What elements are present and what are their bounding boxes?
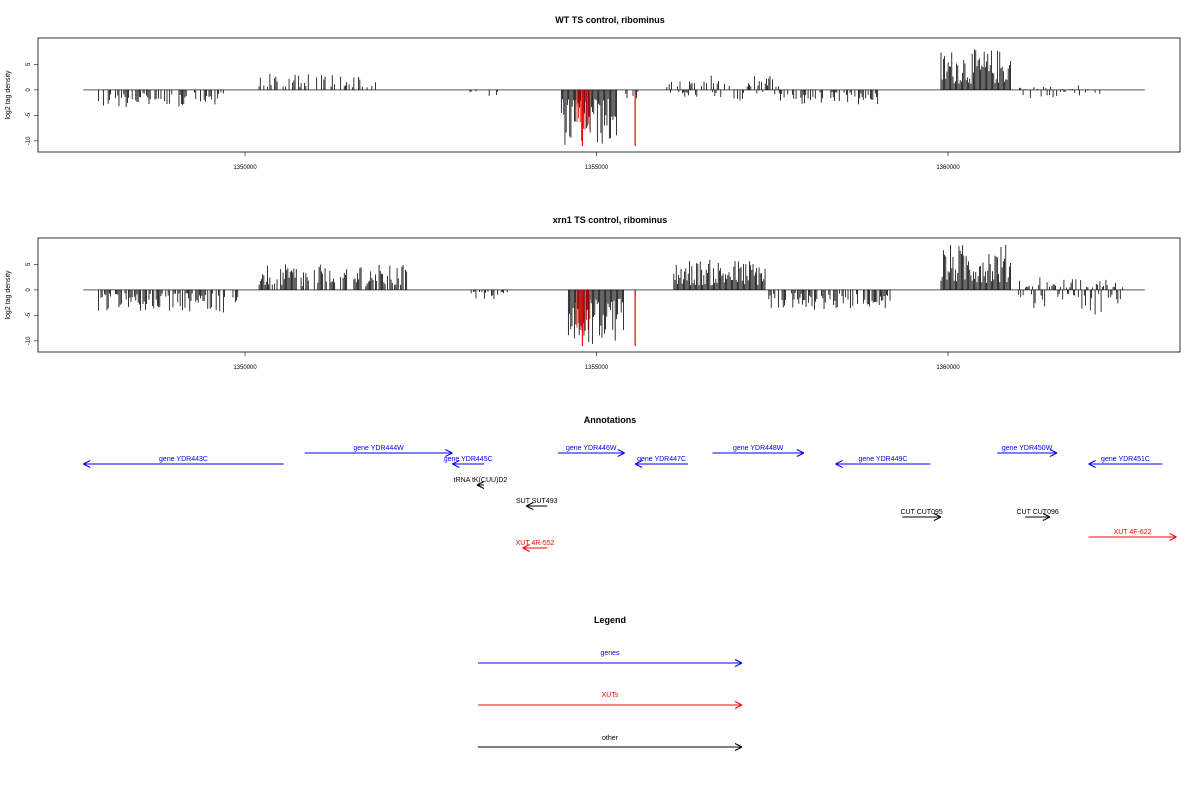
annotations-title: Annotations <box>584 415 637 425</box>
legend-label-genes: genes <box>600 650 620 657</box>
feature-arrowhead <box>1049 449 1058 454</box>
feature-label: tRNA tK(CUU)D2 <box>454 477 508 484</box>
track-panel-wt: WT TS control, ribominus log2 tag densit… <box>5 15 1181 171</box>
track-panel-xrn1: xrn1 TS control, ribominus log2 tag dens… <box>5 215 1181 371</box>
feature-arrowhead <box>525 505 534 510</box>
x-tick-label: 1360000 <box>936 165 960 171</box>
feature-arrowhead <box>796 449 805 454</box>
feature-arrowhead <box>452 460 460 465</box>
feature-arrowhead <box>445 449 453 454</box>
feature-arrowhead <box>476 481 485 486</box>
feature-arrowhead <box>1042 516 1051 521</box>
legend-label-other: other <box>602 735 619 742</box>
feature-arrowhead <box>617 449 625 454</box>
feature-label: gene YDR444W <box>353 445 404 452</box>
feature-arrowhead <box>617 452 625 457</box>
y-tick-label: -5 <box>26 112 32 118</box>
feature-arrowhead <box>1042 513 1051 518</box>
plot-frame <box>37 237 1181 353</box>
legend-items: genes XUTs other <box>478 650 743 751</box>
plot-frame <box>37 37 1181 153</box>
feature-arrowhead <box>83 463 91 468</box>
feature-arrowhead <box>1169 533 1177 538</box>
feature-arrowhead <box>1088 463 1096 468</box>
legend-arrowhead <box>734 743 743 748</box>
x-tick-label: 1360000 <box>936 365 960 371</box>
y-ticks: -10 -5 0 5 <box>26 62 38 145</box>
feature-arrowhead <box>445 452 453 457</box>
density-bars <box>83 49 1145 146</box>
y-tick-label: -10 <box>26 136 32 145</box>
feature-arrowhead <box>522 544 530 549</box>
feature-arrowhead <box>634 463 643 468</box>
feature-label: CUT CUT095 <box>900 509 942 516</box>
feature-label: gene YDR448W <box>733 445 784 452</box>
y-axis-label: log2 tag density <box>5 270 12 320</box>
panel-title: xrn1 TS control, ribominus <box>553 215 668 225</box>
feature-label: SUT SUT493 <box>516 498 558 505</box>
legend-arrowhead <box>734 659 743 664</box>
legend-title: Legend <box>594 615 626 625</box>
y-tick-label: -10 <box>26 336 32 345</box>
feature-label: gene YDR445C <box>444 456 493 463</box>
feature-arrowhead <box>634 460 643 465</box>
feature-label: gene YDR447C <box>637 456 686 463</box>
y-axis-label: log2 tag density <box>5 70 12 120</box>
legend-arrowhead <box>734 701 743 706</box>
x-tick-label: 1355000 <box>585 165 609 171</box>
y-tick-label: -5 <box>26 312 32 318</box>
feature-label: XUT 4R-552 <box>516 540 555 547</box>
legend-arrowhead <box>734 662 743 667</box>
y-tick-label: 0 <box>26 288 32 292</box>
x-tick-label: 1350000 <box>233 365 257 371</box>
x-ticks: 1350000 1355000 1360000 <box>233 152 960 171</box>
feature-label: gene YDR443C <box>159 456 208 463</box>
feature-arrowhead <box>933 516 942 521</box>
density-bars <box>83 244 1145 346</box>
feature-label: CUT CUT096 <box>1016 509 1058 516</box>
feature-label: gene YDR446W <box>566 445 617 452</box>
legend: Legend genes XUTs other <box>478 615 743 751</box>
feature-label: gene YDR450W <box>1002 445 1053 452</box>
feature-arrowhead <box>796 452 805 457</box>
feature-arrowhead <box>525 502 534 507</box>
y-ticks: -10 -5 0 5 <box>26 262 38 345</box>
feature-arrowhead <box>1049 452 1058 457</box>
feature-label: gene YDR449C <box>859 456 908 463</box>
y-tick-label: 5 <box>26 62 32 66</box>
legend-label-xuts: XUTs <box>602 692 619 699</box>
feature-arrowhead <box>1088 460 1096 465</box>
feature-arrowhead <box>933 513 942 518</box>
x-tick-label: 1350000 <box>233 165 257 171</box>
legend-arrowhead <box>734 704 743 709</box>
y-tick-label: 0 <box>26 88 32 92</box>
feature-arrowhead <box>835 463 843 468</box>
feature-label: gene YDR451C <box>1101 456 1150 463</box>
feature-label: XUT 4F-622 <box>1114 529 1152 536</box>
panel-title: WT TS control, ribominus <box>555 15 665 25</box>
y-tick-label: 5 <box>26 262 32 266</box>
feature-arrowhead <box>835 460 843 465</box>
legend-arrowhead <box>734 746 743 751</box>
feature-arrowhead <box>1169 536 1177 541</box>
x-ticks: 1350000 1355000 1360000 <box>233 352 960 371</box>
x-tick-label: 1355000 <box>585 365 609 371</box>
feature-arrowhead <box>83 460 91 465</box>
feature-arrowhead <box>452 463 460 468</box>
feature-arrowhead <box>476 484 485 489</box>
feature-arrowhead <box>522 547 530 552</box>
annotation-features: gene YDR443C gene YDR444W gene YDR445C tRNA… <box>83 445 1177 552</box>
